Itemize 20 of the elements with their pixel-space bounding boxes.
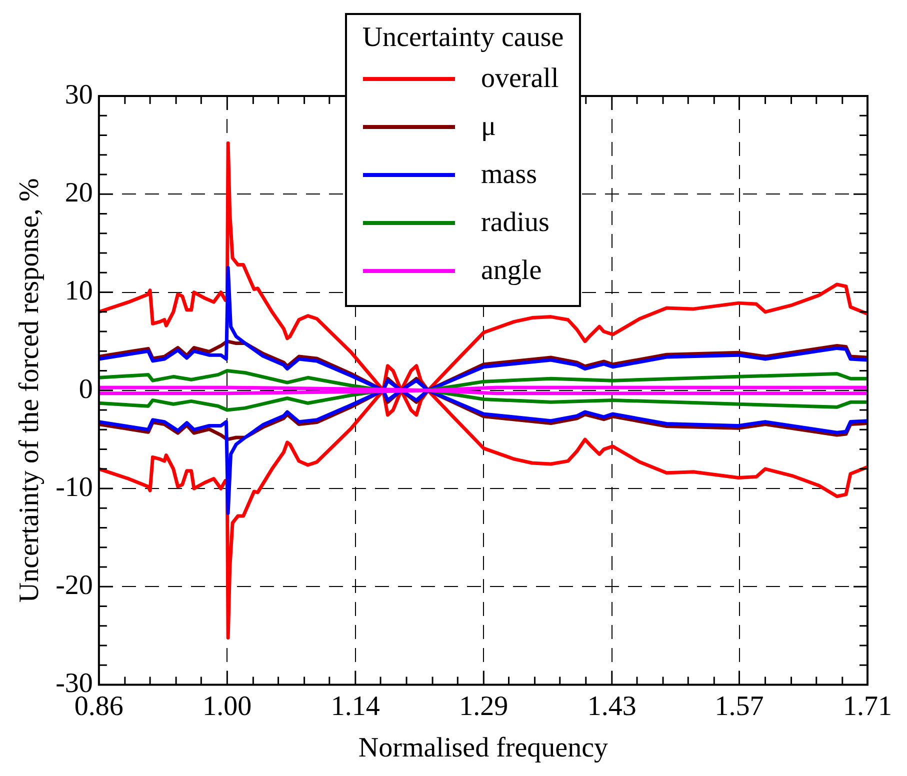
legend-label: overall — [481, 63, 559, 95]
y-tick-label: 20 — [64, 177, 93, 208]
x-tick-label: 1.14 — [330, 690, 380, 722]
x-tick-label: 1.29 — [459, 690, 508, 722]
x-tick-label: 1.57 — [714, 690, 764, 722]
legend-label: radius — [481, 207, 550, 239]
y-tick-label: 30 — [64, 79, 93, 110]
legend-title: Uncertainty cause — [361, 21, 565, 55]
y-axis-title: Uncertainty of the forced response, % — [14, 178, 46, 603]
y-tick-label: 10 — [64, 276, 93, 307]
y-tick-label: 0 — [78, 374, 93, 405]
y-tick-label: -10 — [56, 472, 93, 503]
x-axis-title: Normalised frequency — [358, 732, 608, 764]
x-tick-label: 1.00 — [202, 690, 252, 722]
x-tick-label: 1.71 — [843, 690, 892, 722]
legend-label: mass — [481, 159, 537, 191]
legend-label: μ — [481, 111, 496, 143]
y-tick-label: -20 — [56, 570, 93, 602]
legend-label: angle — [481, 255, 542, 287]
x-tick-label: 1.43 — [587, 690, 636, 722]
